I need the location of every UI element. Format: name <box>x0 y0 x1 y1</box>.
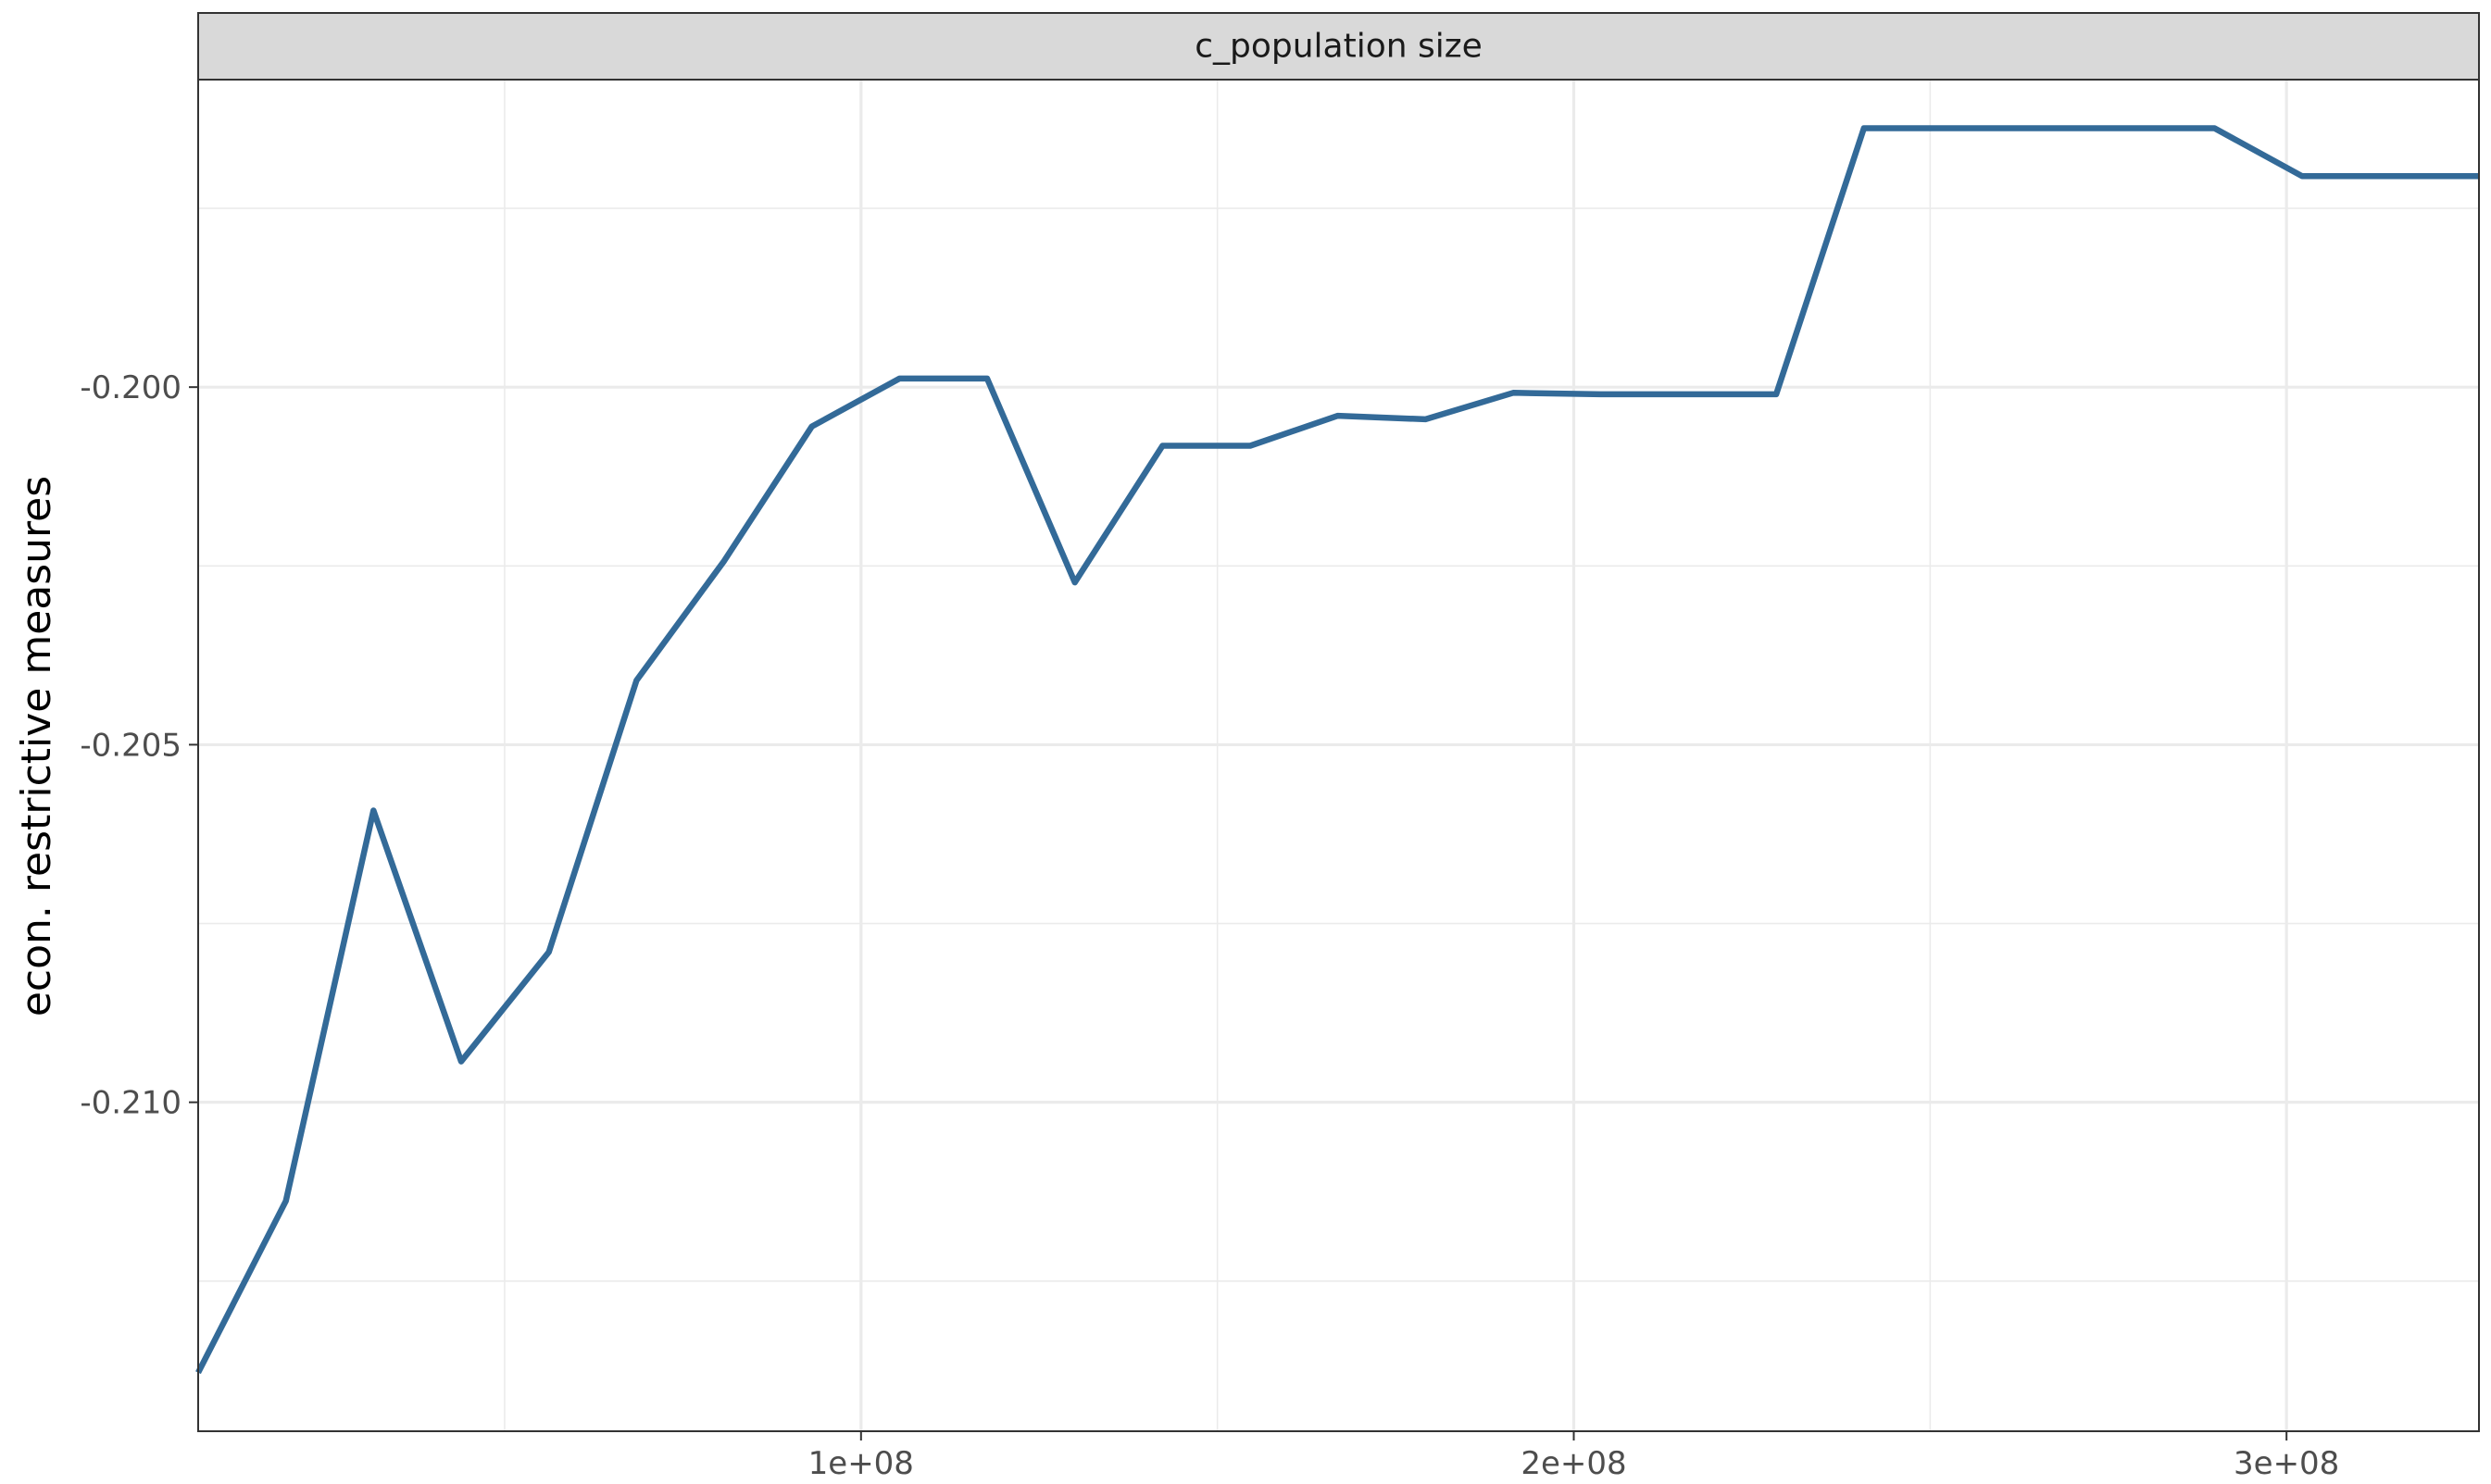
facet-strip: c_population size <box>197 12 2480 81</box>
x-tick-label: 2e+08 <box>1521 1445 1626 1482</box>
x-tick-label: 3e+08 <box>2234 1445 2339 1482</box>
x-tick-label: 1e+08 <box>808 1445 914 1482</box>
x-axis: 1e+08 2e+08 3e+08 <box>808 1431 2339 1482</box>
major-gridlines <box>198 80 2479 1431</box>
y-axis: -0.200 -0.205 -0.210 <box>80 369 198 1122</box>
y-tick-label: -0.210 <box>80 1085 182 1122</box>
y-tick-label: -0.205 <box>80 727 182 764</box>
facet-strip-background <box>197 12 2480 81</box>
y-axis-title: econ. restrictive measures <box>13 476 60 1016</box>
y-tick-label: -0.200 <box>80 369 182 406</box>
minor-gridlines <box>198 80 2479 1431</box>
facet-label: c_population size <box>1195 28 1483 66</box>
series-line <box>195 125 2479 1375</box>
series-layer <box>195 125 2479 1375</box>
